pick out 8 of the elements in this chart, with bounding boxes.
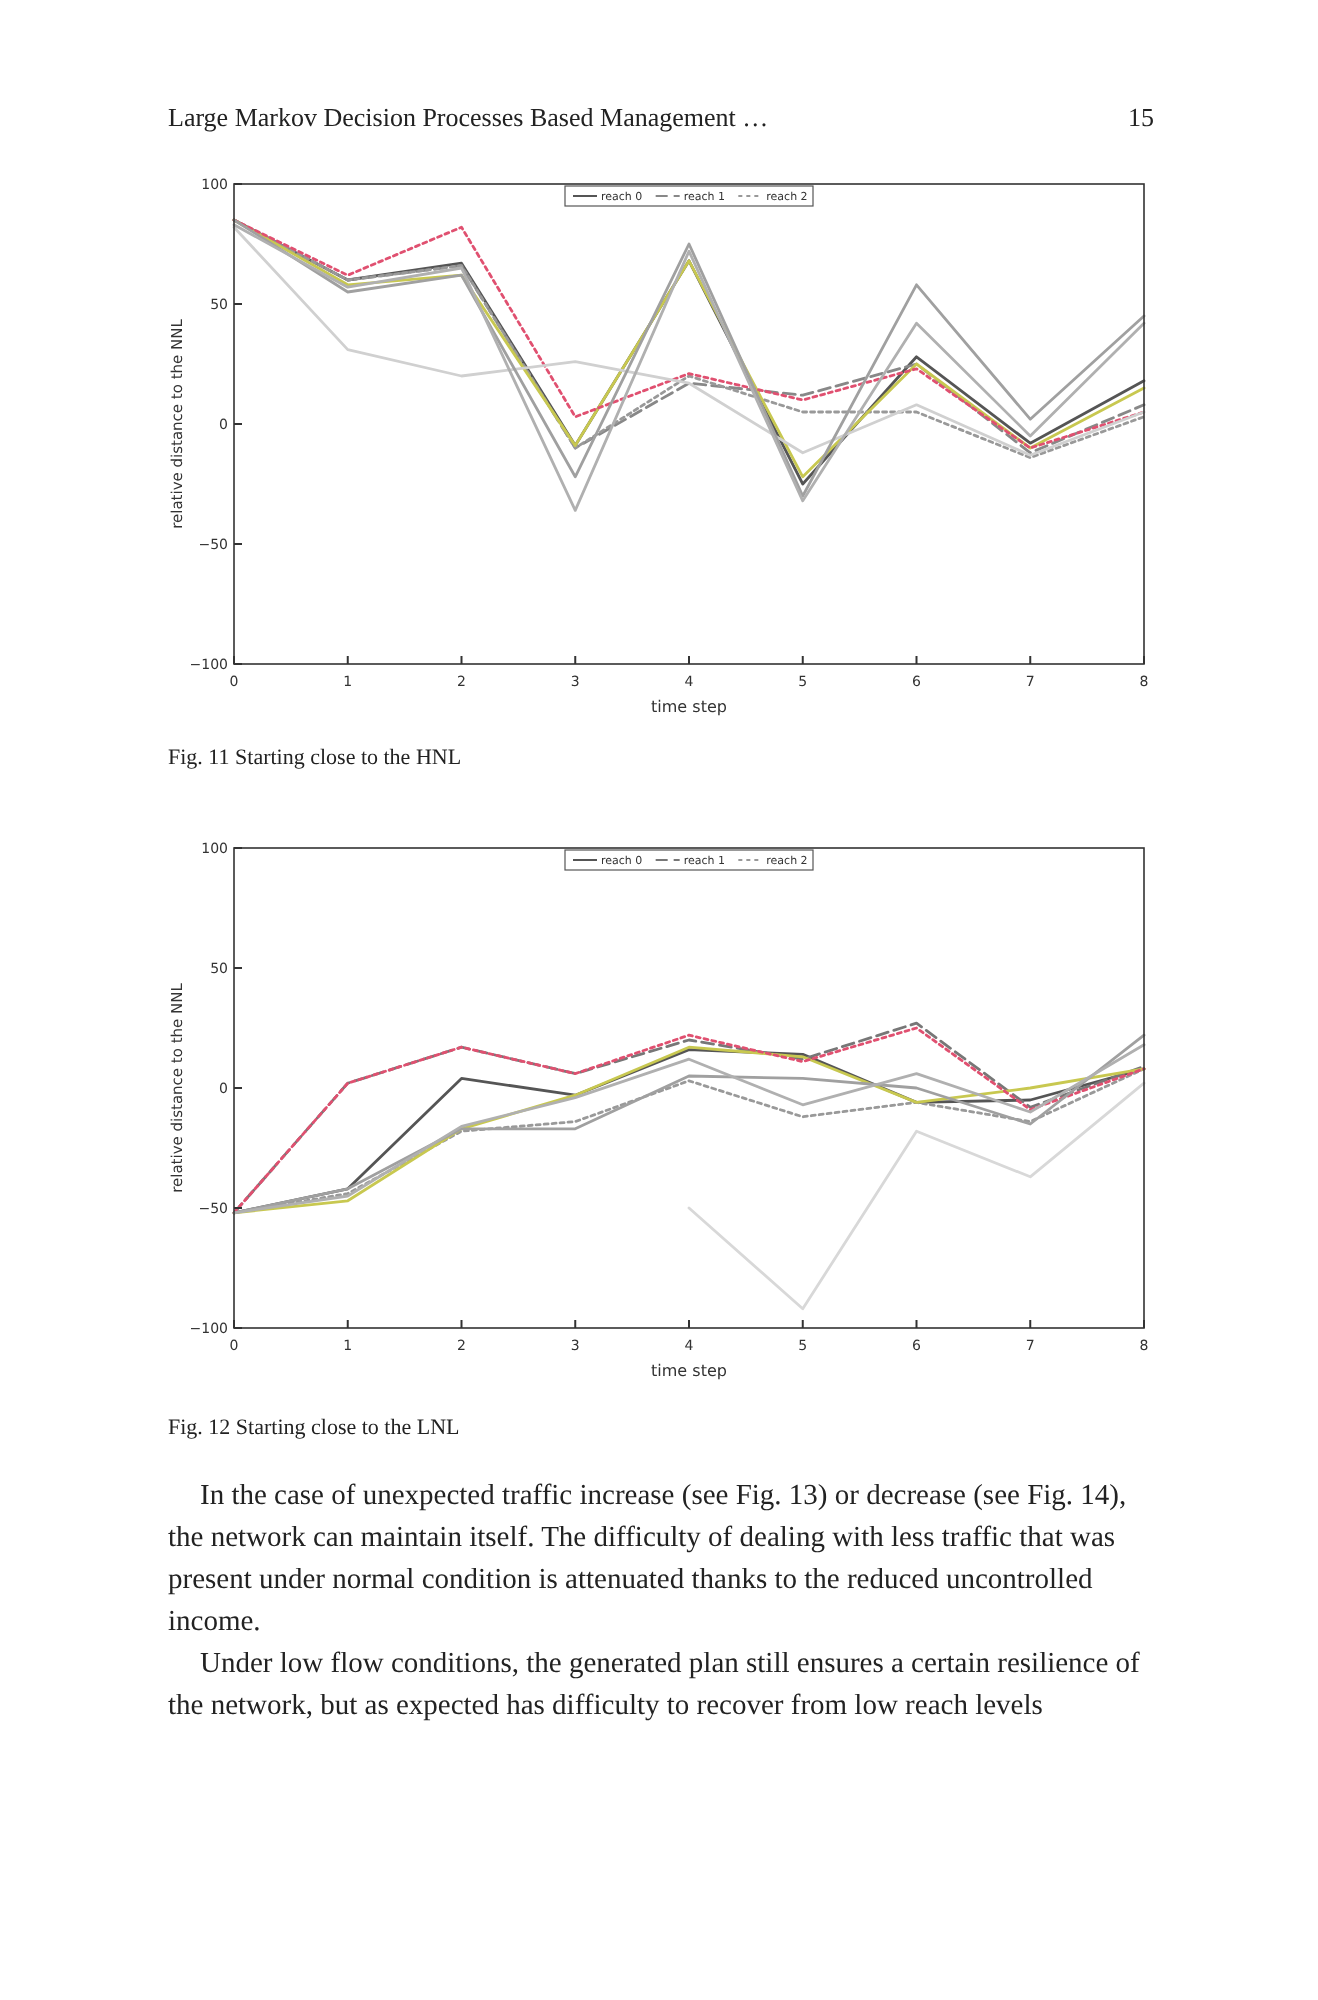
text: Large Markov Decision Processes Based Management …	[168, 102, 769, 132]
text: In the case of unexpected traffic increase (see Fig. 13) or decrease (see Fig. 14), the network can maintain itself. The difficulty of dealing with less traffic that was present under normal condition is attenuated thanks to the reduced uncontrolled income.	[168, 1480, 1127, 1638]
caption: Fig. 11 Starting close to the HNL	[168, 746, 462, 770]
caption: Fig. 12 Starting close to the LNL	[168, 1416, 461, 1440]
x-axis-title: time step	[651, 698, 727, 716]
text: 15	[1128, 102, 1154, 132]
x-axis-title: time step	[651, 1362, 727, 1380]
text: Under low flow conditions, the generated plan still ensures a certain resilience of the network, but as expected has difficulty to recover from low reach levels	[168, 1648, 1141, 1722]
